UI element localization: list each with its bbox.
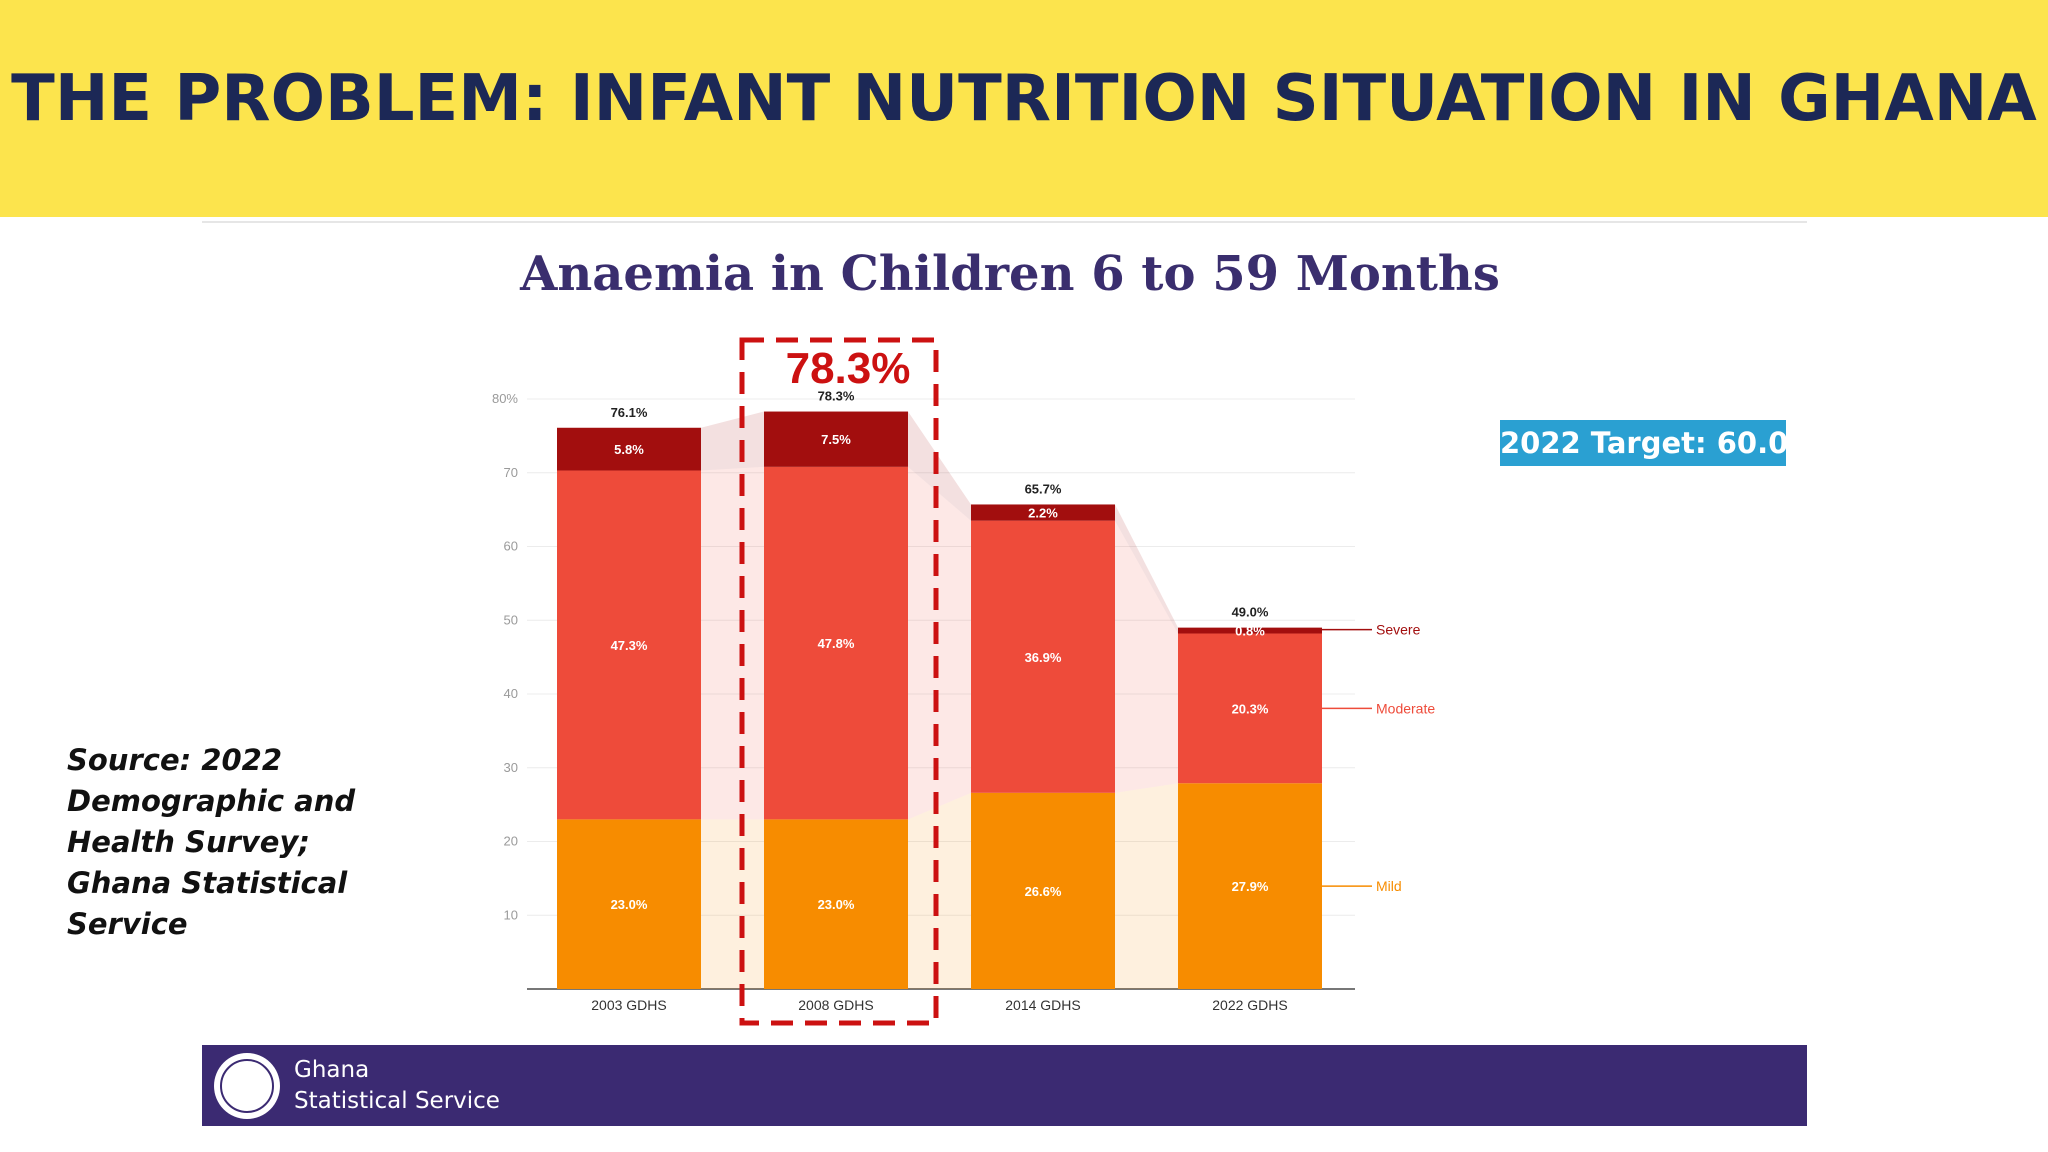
y-tick-label: 80% [492, 391, 518, 406]
bar-segment-mild [764, 819, 908, 989]
y-tick-label: 20 [504, 834, 518, 849]
bar-segment-severe [971, 504, 1115, 521]
segment-value-label: 0.8% [1235, 624, 1265, 639]
x-tick-label: 2022 GDHS [1212, 997, 1287, 1013]
header-banner: THE PROBLEM: INFANT NUTRITION SITUATION … [0, 0, 2048, 217]
segment-value-label: 2.2% [1028, 506, 1058, 521]
segment-value-label: 47.8% [818, 636, 855, 651]
bar-segment-mild [1178, 783, 1322, 989]
ghana-statistical-service-logo [214, 1053, 280, 1119]
bar-total-label: 78.3% [818, 389, 855, 404]
segment-value-label: 5.8% [614, 442, 644, 457]
bar-segment-severe [764, 411, 908, 467]
y-tick-label: 60 [504, 539, 518, 554]
footer-org-name: Ghana Statistical Service [294, 1055, 500, 1117]
connector-band [908, 411, 971, 521]
segment-value-label: 36.9% [1025, 650, 1062, 665]
bar-segment-moderate [971, 520, 1115, 793]
connector-band [701, 466, 764, 820]
segment-value-label: 23.0% [818, 897, 855, 912]
divider [202, 221, 1807, 223]
connector-band [908, 466, 971, 820]
connector-band [701, 819, 764, 989]
y-tick-label: 50 [504, 612, 518, 627]
x-tick-label: 2003 GDHS [591, 997, 666, 1013]
source-note: Source: 2022 Demographic and Health Surv… [67, 743, 356, 941]
segment-value-label: 47.3% [611, 638, 648, 653]
legend-label-moderate: Moderate [1376, 700, 1435, 716]
x-tick-label: 2014 GDHS [1005, 997, 1080, 1013]
footer-bar: Ghana Statistical Service [202, 1045, 1807, 1126]
chart-title: Anaemia in Children 6 to 59 Months [520, 246, 1500, 302]
legend-label-mild: Mild [1376, 878, 1402, 894]
x-tick-label: 2008 GDHS [798, 997, 873, 1013]
segment-value-label: 20.3% [1232, 701, 1269, 716]
y-tick-label: 10 [504, 907, 518, 922]
y-tick-label: 70 [504, 465, 518, 480]
connector-band [701, 411, 764, 471]
connector-band [1115, 783, 1178, 989]
highlight-dashed-box [739, 337, 939, 1026]
segment-value-label: 7.5% [821, 432, 851, 447]
bar-segment-mild [557, 819, 701, 989]
bar-segment-severe [1178, 627, 1322, 634]
footer-org-line1: Ghana [294, 1057, 370, 1083]
bar-total-label: 49.0% [1232, 605, 1269, 620]
y-tick-label: 30 [504, 760, 518, 775]
bar-segment-moderate [764, 466, 908, 820]
bar-segment-moderate [557, 470, 701, 820]
bar-segment-severe [557, 427, 701, 471]
footer-org-line2: Statistical Service [294, 1088, 500, 1114]
legend-label-severe: Severe [1376, 622, 1421, 638]
segment-value-label: 26.6% [1025, 884, 1062, 899]
connector-band [1115, 504, 1178, 634]
bar-total-label: 76.1% [611, 405, 648, 420]
segment-value-label: 23.0% [611, 897, 648, 912]
highlight-value-label: 78.3% [786, 344, 911, 393]
bar-total-label: 65.7% [1025, 481, 1062, 496]
segment-value-label: 27.9% [1232, 879, 1269, 894]
y-tick-label: 40 [504, 686, 518, 701]
bar-segment-moderate [1178, 633, 1322, 784]
connector-band [1115, 520, 1178, 793]
connector-band [908, 792, 971, 989]
bar-segment-mild [971, 792, 1115, 989]
page-title: THE PROBLEM: INFANT NUTRITION SITUATION … [11, 62, 2037, 136]
target-badge: 2022 Target: 60.0% [1500, 420, 1817, 466]
